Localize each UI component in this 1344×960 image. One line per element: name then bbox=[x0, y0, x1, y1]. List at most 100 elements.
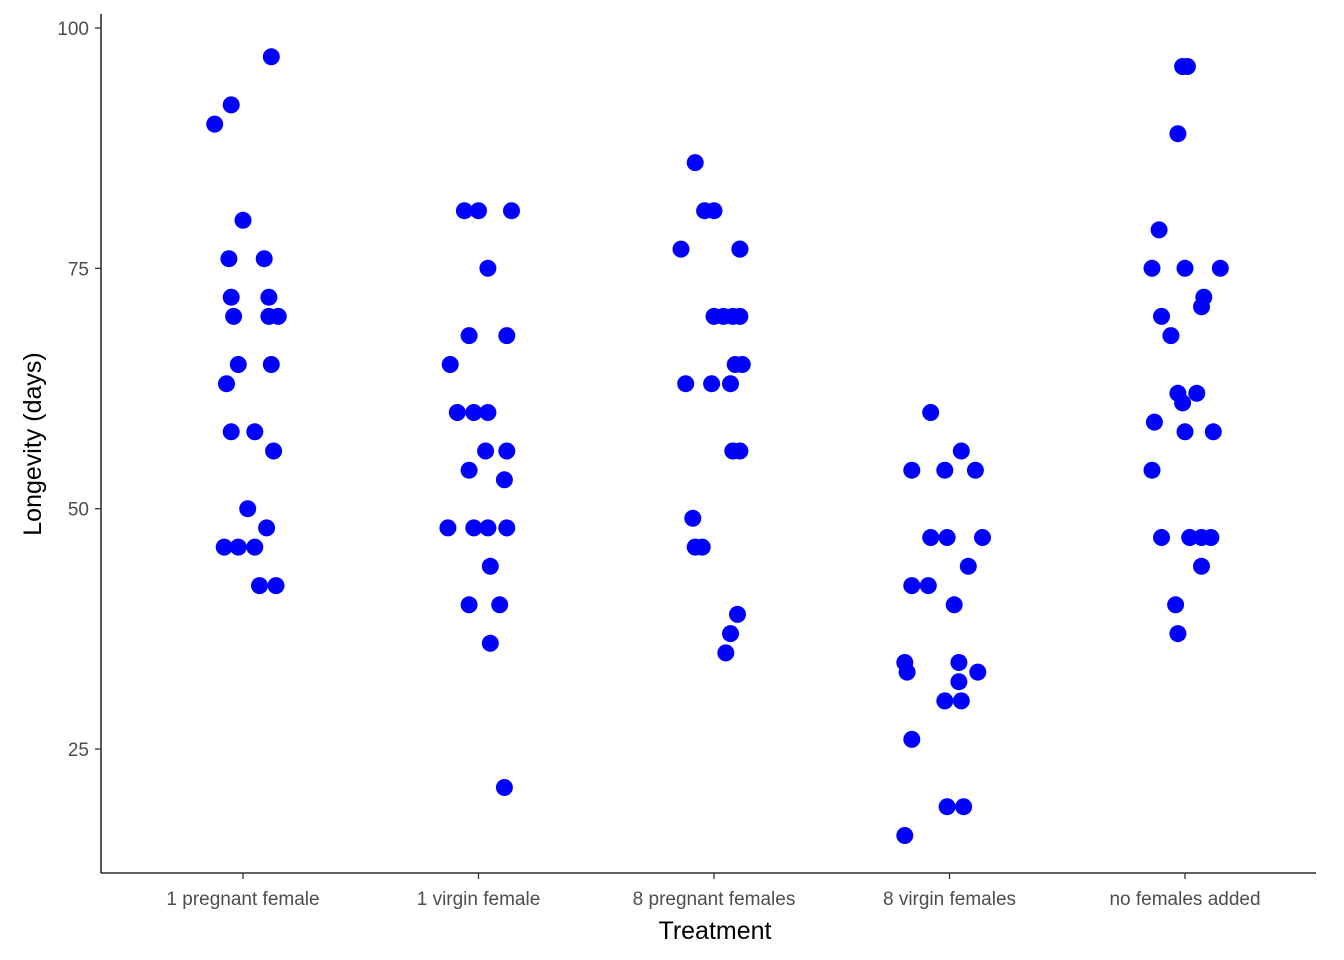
data-point bbox=[225, 307, 243, 325]
data-point bbox=[481, 634, 499, 652]
x-axis-ticks: 1 pregnant female 1 virgin female 8 pregna… bbox=[166, 873, 1261, 910]
data-point bbox=[479, 404, 497, 421]
data-point bbox=[265, 442, 283, 460]
data-point bbox=[731, 307, 749, 325]
data-point bbox=[479, 259, 497, 277]
data-point bbox=[455, 202, 473, 220]
x-axis-title: Treatment bbox=[658, 917, 771, 945]
data-point bbox=[465, 404, 483, 421]
data-point bbox=[1143, 259, 1161, 277]
y-tick-label: 100 bbox=[57, 19, 89, 40]
data-point bbox=[1193, 557, 1210, 575]
data-point bbox=[498, 327, 516, 345]
data-point bbox=[439, 519, 457, 537]
data-point bbox=[267, 577, 285, 595]
x-tick-label: 1 pregnant female bbox=[166, 889, 319, 910]
data-point bbox=[495, 471, 513, 489]
data-point bbox=[1211, 259, 1229, 277]
data-point bbox=[731, 442, 749, 460]
y-axis-ticks: 25 50 75 100 bbox=[57, 19, 101, 761]
data-point bbox=[495, 779, 513, 796]
data-point bbox=[460, 327, 478, 345]
data-point bbox=[1169, 625, 1187, 643]
data-point bbox=[919, 577, 937, 595]
data-point bbox=[206, 115, 224, 133]
data-point bbox=[1202, 529, 1220, 546]
data-point bbox=[966, 461, 984, 479]
data-point bbox=[922, 529, 940, 546]
data-point bbox=[936, 461, 954, 479]
data-point bbox=[234, 211, 252, 229]
data-point bbox=[938, 798, 956, 816]
data-point bbox=[460, 596, 478, 614]
data-point bbox=[955, 798, 973, 816]
data-point bbox=[479, 519, 497, 537]
data-point bbox=[222, 288, 240, 306]
data-point bbox=[733, 356, 751, 373]
data-point bbox=[260, 288, 278, 306]
data-point bbox=[481, 557, 499, 575]
data-point bbox=[222, 96, 240, 114]
data-point bbox=[938, 529, 956, 546]
data-point bbox=[1188, 384, 1206, 402]
data-point bbox=[903, 730, 921, 748]
data-point bbox=[262, 356, 280, 373]
data-point bbox=[898, 663, 916, 681]
data-point bbox=[672, 240, 690, 258]
data-point bbox=[477, 442, 495, 460]
data-point bbox=[896, 827, 914, 844]
data-point bbox=[729, 605, 746, 623]
data-point bbox=[239, 500, 257, 518]
data-point bbox=[936, 692, 954, 710]
data-point bbox=[246, 538, 264, 556]
data-point bbox=[952, 692, 970, 710]
data-point bbox=[222, 423, 240, 441]
data-points bbox=[206, 48, 1229, 844]
x-tick-label: no females added bbox=[1109, 889, 1260, 910]
data-point bbox=[1169, 125, 1187, 143]
data-point bbox=[218, 375, 235, 393]
data-point bbox=[498, 442, 516, 460]
data-point bbox=[448, 404, 466, 421]
data-point bbox=[903, 577, 921, 595]
data-point bbox=[246, 423, 264, 441]
data-point bbox=[974, 529, 991, 546]
data-point bbox=[1174, 58, 1192, 75]
data-point bbox=[1153, 307, 1170, 325]
x-tick-label: 8 virgin females bbox=[883, 889, 1016, 910]
data-point bbox=[722, 625, 739, 643]
data-point bbox=[258, 519, 276, 537]
data-point bbox=[215, 538, 233, 556]
data-point bbox=[686, 154, 704, 172]
data-point bbox=[1162, 327, 1180, 345]
data-point bbox=[969, 663, 987, 681]
data-point bbox=[251, 577, 268, 595]
x-tick-label: 1 virgin female bbox=[417, 889, 541, 910]
data-point bbox=[722, 375, 739, 393]
data-point bbox=[903, 461, 921, 479]
data-point bbox=[498, 519, 516, 537]
data-point bbox=[503, 202, 520, 220]
data-point bbox=[952, 442, 970, 460]
data-point bbox=[465, 519, 483, 537]
data-point bbox=[220, 250, 238, 268]
data-point bbox=[731, 240, 749, 258]
data-point bbox=[1181, 529, 1199, 546]
data-point bbox=[229, 356, 247, 373]
data-point bbox=[703, 375, 721, 393]
data-point bbox=[1204, 423, 1222, 441]
data-point bbox=[1145, 413, 1163, 431]
data-point bbox=[262, 48, 280, 66]
data-point bbox=[684, 509, 702, 527]
data-point bbox=[717, 644, 735, 662]
data-point bbox=[922, 404, 940, 421]
data-point bbox=[1153, 529, 1170, 546]
data-point bbox=[945, 596, 963, 614]
data-point bbox=[705, 202, 723, 220]
data-point bbox=[269, 307, 287, 325]
data-point bbox=[1143, 461, 1161, 479]
data-point bbox=[229, 538, 247, 556]
data-point bbox=[1193, 298, 1210, 316]
y-tick-label: 25 bbox=[68, 740, 89, 761]
